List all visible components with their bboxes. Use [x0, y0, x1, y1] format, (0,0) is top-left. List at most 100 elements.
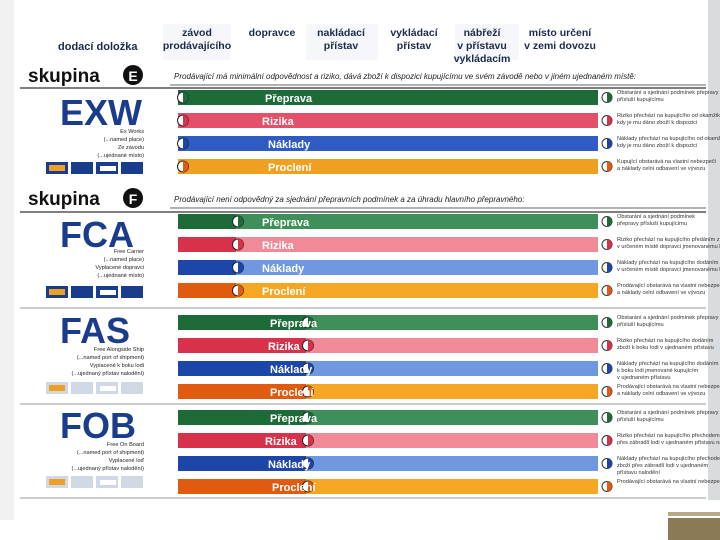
transport-icon-detail: [49, 165, 65, 171]
transfer-point-half: [238, 216, 244, 227]
term-line: Vyplacené loď: [109, 458, 145, 464]
bar-segment-seller: [178, 479, 306, 494]
bar-segment-buyer: [236, 237, 598, 252]
bar-note: Riziko přechází na kupujícího předáním z…: [617, 237, 720, 250]
bar-note: Riziko přechází na kupujícího dodáním zbo…: [617, 338, 714, 351]
right-edge-shade: [708, 0, 720, 500]
bar-segment-seller: [178, 237, 236, 252]
transfer-point-half: [308, 317, 314, 328]
transfer-point-half: [308, 458, 314, 469]
header-first-col: dodací doložka: [58, 41, 138, 53]
term-line: (...ujednané místo): [97, 273, 144, 279]
bar-segment-seller: [178, 260, 236, 275]
term-line: (...named port of shipment): [77, 450, 144, 456]
term-code: FAS: [60, 310, 130, 351]
header-col-label: závod prodávajícího: [163, 27, 231, 52]
transfer-point-half: [183, 138, 189, 149]
transfer-point-half: [308, 340, 314, 351]
bar-label: Rizika: [268, 341, 301, 353]
bar-label: Přeprava: [265, 93, 313, 105]
bar-segment-buyer: [306, 361, 598, 376]
bar-segment-buyer: [306, 479, 598, 494]
transport-icon: [71, 286, 93, 298]
transfer-point-half: [308, 363, 314, 374]
bar-segment-buyer: [306, 338, 598, 353]
transport-icon-detail: [49, 479, 65, 485]
header-col-label: vykládací přístav: [390, 27, 438, 52]
group-letter-badge: [123, 188, 143, 208]
bar-note: Náklady přechází na kupujícího od okamži…: [617, 136, 720, 149]
bar-label: Náklady: [262, 263, 305, 275]
bar-segment: [178, 90, 598, 105]
term-line: Ze závodu: [118, 145, 144, 151]
term-code: FOB: [60, 405, 136, 446]
bar-label: Rizika: [265, 436, 298, 448]
bar-label: Proclení: [262, 286, 306, 298]
bar-label: Proclení: [270, 387, 314, 399]
group-word: skupina: [28, 66, 100, 87]
term-code: EXW: [60, 92, 142, 133]
header-col-label: dopravce: [249, 27, 296, 39]
legend-marker-half: [607, 412, 612, 423]
term-line: (...ujednané místo): [97, 153, 144, 159]
legend-marker-half: [607, 386, 612, 397]
bar-segment: [178, 159, 598, 174]
bar-segment-seller: [178, 283, 236, 298]
term-line: (...ujednaný přístav nalodění): [72, 371, 145, 377]
bar-segment: [178, 113, 598, 128]
bar-segment-buyer: [306, 315, 598, 330]
legend-marker-half: [607, 481, 612, 492]
bar-segment-buyer: [236, 214, 598, 229]
legend-marker-half: [607, 239, 612, 250]
transport-icon: [71, 382, 93, 394]
transport-icon: [121, 476, 143, 488]
term-line: (...named place): [104, 137, 145, 143]
transfer-point-half: [308, 481, 314, 492]
bar-segment-buyer: [236, 283, 598, 298]
group-statement: Prodávající není odpovědný za sjednání p…: [174, 195, 524, 204]
transfer-point-half: [238, 239, 244, 250]
transfer-point-half: [183, 92, 189, 103]
bar-label: Náklady: [268, 139, 311, 151]
bar-note: Náklady přechází na kupujícího dodáním z…: [617, 260, 720, 273]
transfer-point-half: [308, 435, 314, 446]
bar-note: Obstarání a sjednání podmínek přepravy př…: [617, 410, 719, 423]
bar-segment-seller: [178, 456, 306, 471]
header-col-box: [306, 24, 378, 60]
bar-label: Přeprava: [262, 217, 310, 229]
transport-icon-detail: [49, 385, 65, 391]
transport-icon-detail: [49, 289, 65, 295]
group-statement: Prodávající má minimální odpovědnost a r…: [174, 72, 636, 81]
bar-segment-seller: [178, 384, 306, 399]
transport-icon-detail: [100, 480, 116, 485]
group-word: skupina: [28, 189, 100, 210]
bar-segment: [178, 136, 598, 151]
term-line: Free On Board: [107, 442, 144, 448]
transport-icon: [71, 476, 93, 488]
transfer-point-half: [308, 412, 314, 423]
legend-marker-half: [607, 262, 612, 273]
term-line: Vyplacené k boku lodi: [90, 363, 144, 369]
bar-note: Obstarání a sjednání podmínek přepravy př…: [617, 90, 719, 103]
header-col-label: nakládací přístav: [317, 27, 366, 52]
term-line: Free Carrier: [114, 249, 144, 255]
legend-marker-half: [607, 138, 612, 149]
bar-segment-seller: [178, 214, 236, 229]
legend-marker-half: [607, 285, 612, 296]
group-letter: F: [129, 191, 138, 207]
header-col-box: [163, 24, 231, 60]
term-line: Vyplacené dopravci: [95, 265, 144, 271]
bar-label: Proclení: [268, 162, 312, 174]
term-code: FCA: [60, 214, 134, 255]
transport-icon: [71, 162, 93, 174]
bar-label: Náklady: [270, 364, 313, 376]
bar-label: Náklady: [268, 459, 311, 471]
bar-note: Náklady přechází na kupujícího dodáním z…: [617, 361, 720, 381]
term-line: Free Alongside Ship: [94, 347, 144, 353]
transfer-point-half: [183, 161, 189, 172]
bar-segment-buyer: [306, 410, 598, 425]
bar-segment-buyer: [306, 384, 598, 399]
header-col-label: nábřeží v přístavu vykládacím: [454, 27, 511, 65]
bar-note: Kupující obstarává na vlastní nebezpečí a…: [617, 159, 717, 172]
group-letter: E: [128, 68, 137, 84]
